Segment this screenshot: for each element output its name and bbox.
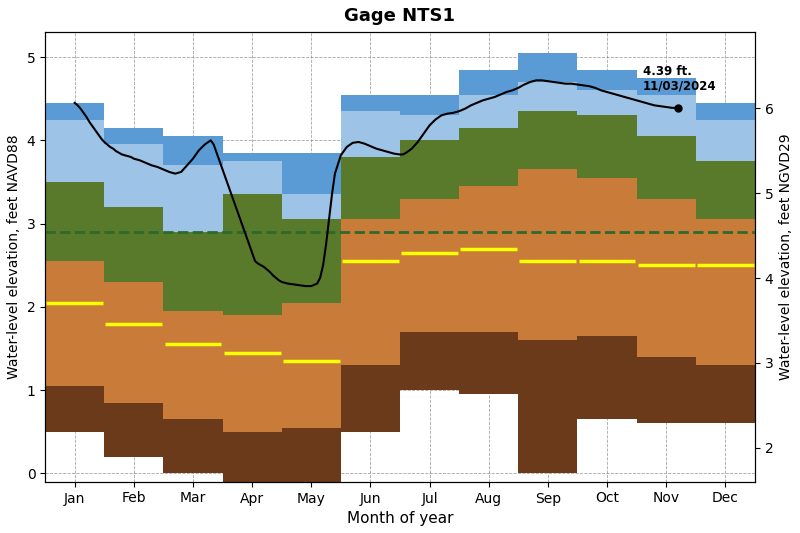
Bar xyxy=(163,232,222,311)
Bar xyxy=(459,94,518,128)
Bar xyxy=(341,365,400,432)
X-axis label: Month of year: Month of year xyxy=(346,511,454,526)
Bar xyxy=(222,432,282,482)
Bar xyxy=(518,111,578,169)
Bar xyxy=(222,153,282,161)
Bar xyxy=(518,340,578,473)
Text: 4.39 ft.
11/03/2024: 4.39 ft. 11/03/2024 xyxy=(642,65,716,93)
Bar xyxy=(578,91,637,115)
Bar xyxy=(104,128,163,144)
Bar xyxy=(45,261,104,386)
Bar xyxy=(104,144,163,207)
Bar xyxy=(696,161,755,220)
Bar xyxy=(696,119,755,161)
Bar xyxy=(341,220,400,365)
Bar xyxy=(518,82,578,111)
Bar xyxy=(637,357,696,424)
Bar xyxy=(637,94,696,136)
Bar xyxy=(222,315,282,432)
Y-axis label: Water-level elevation, feet NAVD88: Water-level elevation, feet NAVD88 xyxy=(7,135,21,379)
Title: Gage NTS1: Gage NTS1 xyxy=(345,7,455,25)
Bar xyxy=(578,115,637,178)
Bar xyxy=(578,178,637,336)
Bar xyxy=(222,161,282,195)
Bar xyxy=(696,103,755,119)
Bar xyxy=(45,182,104,261)
Bar xyxy=(163,136,222,165)
Bar xyxy=(459,186,518,332)
Bar xyxy=(341,157,400,220)
Bar xyxy=(578,69,637,91)
Bar xyxy=(104,282,163,402)
Bar xyxy=(459,332,518,394)
Bar xyxy=(400,140,459,199)
Bar xyxy=(459,69,518,94)
Bar xyxy=(637,199,696,357)
Bar xyxy=(637,78,696,94)
Bar xyxy=(282,427,341,498)
Bar xyxy=(45,103,104,119)
Bar xyxy=(104,402,163,457)
Bar xyxy=(45,386,104,432)
Bar xyxy=(400,94,459,115)
Bar xyxy=(518,53,578,82)
Bar xyxy=(282,303,341,427)
Bar xyxy=(282,153,341,195)
Y-axis label: Water-level elevation, feet NGVD29: Water-level elevation, feet NGVD29 xyxy=(779,134,793,380)
Bar xyxy=(459,128,518,186)
Bar xyxy=(696,220,755,365)
Bar xyxy=(578,336,637,419)
Bar xyxy=(400,115,459,140)
Bar xyxy=(163,311,222,419)
Bar xyxy=(104,207,163,282)
Bar xyxy=(341,94,400,111)
Bar xyxy=(282,195,341,220)
Bar xyxy=(45,119,104,182)
Bar xyxy=(222,195,282,315)
Bar xyxy=(518,169,578,340)
Bar xyxy=(163,165,222,232)
Bar xyxy=(400,332,459,390)
Bar xyxy=(637,136,696,199)
Bar xyxy=(400,199,459,332)
Bar xyxy=(696,365,755,424)
Bar xyxy=(341,111,400,157)
Bar xyxy=(282,220,341,303)
Bar xyxy=(163,419,222,473)
